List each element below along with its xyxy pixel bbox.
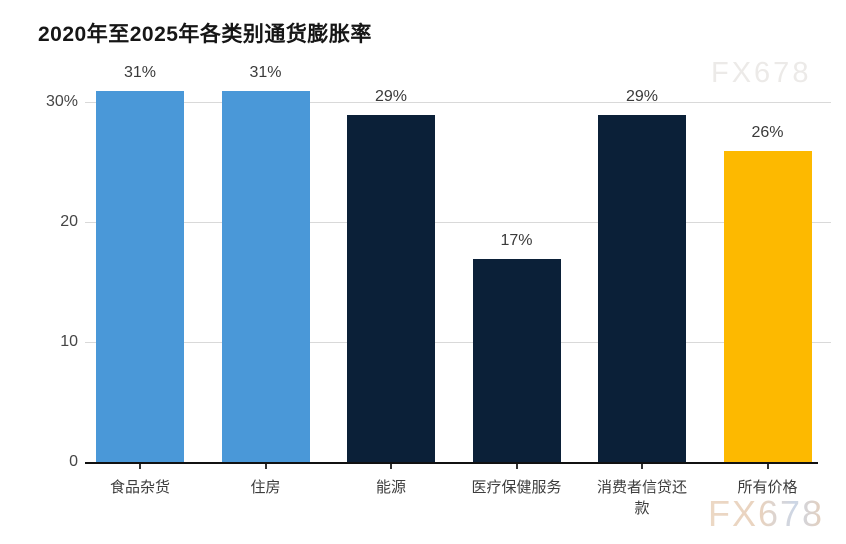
watermark-top-right: FX678	[711, 57, 812, 89]
bar-能源	[347, 115, 435, 463]
x-axis-tick-食品杂货	[139, 464, 141, 469]
x-axis-tick-消费者信贷还款	[641, 464, 643, 469]
x-axis-line	[85, 462, 818, 464]
gridline-10	[85, 342, 831, 343]
x-axis-tick-医疗保健服务	[515, 464, 518, 469]
y-axis-tick-label-0: 0	[69, 453, 78, 470]
value-label-所有价格: 26%	[751, 124, 784, 141]
category-label-所有价格: 所有价格	[737, 479, 798, 496]
watermark-bottom-right: FX678	[708, 493, 825, 534]
gridline-20	[85, 222, 831, 223]
category-label-住房: 住房	[250, 479, 281, 496]
y-axis-tick-label-10: 10	[60, 333, 78, 350]
x-axis-tick-所有价格	[766, 464, 769, 469]
value-label-食品杂货: 31%	[123, 64, 157, 81]
bar-医疗保健服务	[472, 259, 561, 463]
value-label-消费者信贷还款: 29%	[625, 88, 659, 105]
category-label-食品杂货: 食品杂货	[109, 479, 170, 496]
y-axis-tick-label-20: 20	[60, 213, 78, 230]
bar-消费者信贷还款	[598, 115, 686, 463]
chart-title: 2020年至2025年各类别通货膨胀率	[38, 23, 372, 46]
bar-住房	[221, 91, 310, 463]
bar-食品杂货	[96, 91, 184, 463]
value-label-医疗保健服务: 17%	[500, 232, 533, 249]
bar-所有价格	[723, 151, 812, 463]
value-label-住房: 31%	[249, 64, 282, 81]
category-label-消费者信贷还款: 消费者信贷还款	[596, 479, 687, 517]
y-axis-tick-label-30: 30%	[45, 93, 78, 110]
category-label-医疗保健服务: 医疗保健服务	[471, 479, 562, 496]
value-label-能源: 29%	[374, 88, 408, 105]
gridline-30	[85, 102, 831, 103]
x-axis-tick-住房	[264, 464, 267, 469]
x-axis-tick-能源	[390, 464, 392, 469]
category-label-能源: 能源	[375, 479, 406, 496]
